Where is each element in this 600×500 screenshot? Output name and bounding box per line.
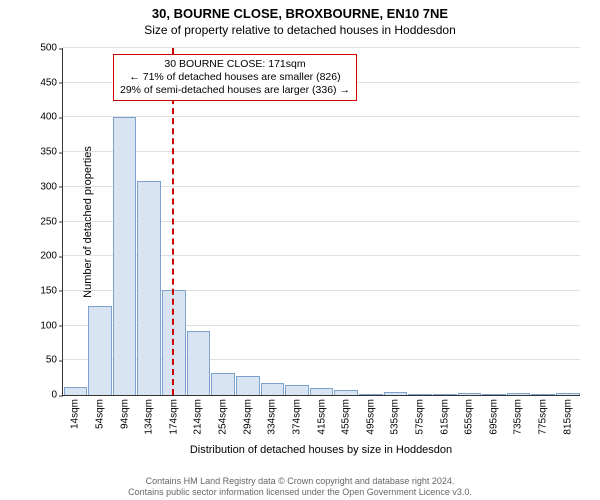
histogram-bar (113, 117, 137, 395)
chart-title: 30, BOURNE CLOSE, BROXBOURNE, EN10 7NE (0, 0, 600, 21)
x-axis-label: Distribution of detached houses by size … (62, 444, 580, 456)
annotation-line3: 29% of semi-detached houses are larger (… (120, 84, 350, 97)
x-tick-label: 415sqm (316, 395, 327, 435)
histogram-bar (236, 376, 260, 395)
histogram-bar (88, 306, 112, 395)
y-tick-label: 0 (51, 390, 63, 401)
y-tick-label: 100 (40, 320, 63, 331)
x-tick-label: 535sqm (390, 395, 401, 435)
chart-container: 30, BOURNE CLOSE, BROXBOURNE, EN10 7NE S… (0, 0, 600, 500)
plot-area: 05010015020025030035040045050014sqm54sqm… (62, 48, 580, 396)
y-tick-label: 200 (40, 251, 63, 262)
y-tick-label: 350 (40, 147, 63, 158)
y-tick-label: 300 (40, 181, 63, 192)
y-tick-label: 500 (40, 43, 63, 54)
x-tick-label: 655sqm (464, 395, 475, 435)
x-tick-label: 254sqm (218, 395, 229, 435)
x-tick-label: 575sqm (414, 395, 425, 435)
x-tick-label: 735sqm (513, 395, 524, 435)
footer-line1: Contains HM Land Registry data © Crown c… (0, 476, 600, 487)
x-tick-label: 134sqm (144, 395, 155, 435)
chart-subtitle: Size of property relative to detached ho… (0, 21, 600, 37)
footer-line2: Contains public sector information licen… (0, 487, 600, 498)
histogram-bar (211, 373, 235, 395)
x-tick-label: 54sqm (94, 395, 105, 429)
annotation-line2: ← 71% of detached houses are smaller (82… (120, 71, 350, 84)
histogram-bar (310, 388, 334, 395)
histogram-bar (187, 331, 211, 395)
y-tick-label: 450 (40, 77, 63, 88)
histogram-bar (64, 387, 88, 395)
annotation-box: 30 BOURNE CLOSE: 171sqm ← 71% of detache… (113, 54, 357, 101)
histogram-bar (137, 181, 161, 395)
x-tick-label: 14sqm (70, 395, 81, 429)
x-tick-label: 495sqm (365, 395, 376, 435)
x-tick-label: 775sqm (538, 395, 549, 435)
x-tick-label: 174sqm (168, 395, 179, 435)
chart-footer: Contains HM Land Registry data © Crown c… (0, 476, 600, 498)
x-tick-label: 615sqm (439, 395, 450, 435)
y-tick-label: 250 (40, 216, 63, 227)
x-tick-label: 695sqm (488, 395, 499, 435)
y-tick-label: 150 (40, 285, 63, 296)
x-tick-label: 374sqm (291, 395, 302, 435)
histogram-bar (261, 383, 285, 395)
x-tick-label: 214sqm (193, 395, 204, 435)
y-tick-label: 50 (46, 355, 63, 366)
histogram-bar (285, 385, 309, 395)
x-tick-label: 294sqm (242, 395, 253, 435)
x-tick-label: 815sqm (562, 395, 573, 435)
y-tick-label: 400 (40, 112, 63, 123)
annotation-line1: 30 BOURNE CLOSE: 171sqm (120, 58, 350, 71)
x-tick-label: 94sqm (119, 395, 130, 429)
x-tick-label: 455sqm (341, 395, 352, 435)
x-tick-label: 334sqm (267, 395, 278, 435)
